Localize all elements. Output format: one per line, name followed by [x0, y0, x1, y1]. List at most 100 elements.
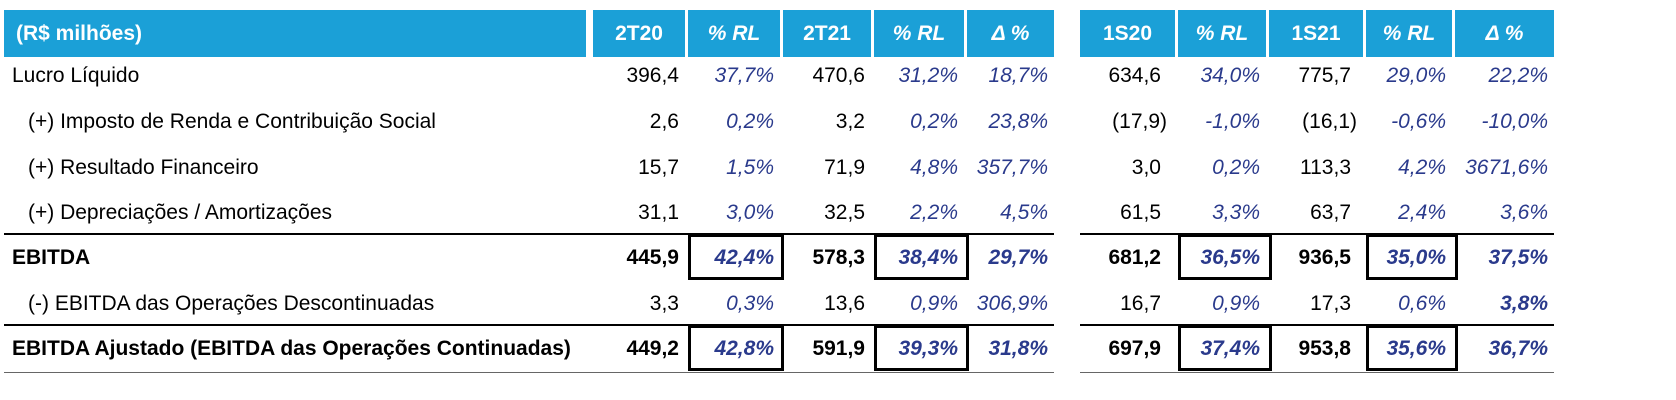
row-label: EBITDA Ajustado (EBITDA das Operações Co…: [12, 337, 571, 360]
highlight-box: [1366, 234, 1458, 280]
value-cell: 775,7: [1298, 64, 1351, 87]
header-col-rl-4: % RL: [1366, 10, 1452, 57]
value-cell: 15,7: [638, 156, 679, 179]
highlight-box: [1366, 325, 1458, 371]
header-col-2t21: 2T21: [783, 10, 871, 57]
header-col-delta-1: Δ %: [967, 10, 1054, 57]
highlight-box: [688, 234, 784, 280]
value-cell: 3,3: [649, 292, 679, 315]
header-col-1s21: 1S21: [1269, 10, 1363, 57]
table-row: (+) Imposto de Renda e Contribuição Soci…: [0, 98, 1676, 146]
percent-cell: -1,0%: [1205, 110, 1260, 133]
value-cell: 681,2: [1108, 246, 1161, 269]
table-bottom-rule: [1080, 372, 1554, 373]
percent-cell: 4,8%: [910, 156, 958, 179]
value-cell: 3,2: [835, 110, 865, 133]
value-cell: 634,6: [1108, 64, 1161, 87]
row-label: EBITDA: [12, 246, 91, 269]
percent-cell: 37,4%: [1200, 337, 1260, 360]
table-row: (+) Resultado Financeiro 15,7 1,5% 71,9 …: [0, 144, 1676, 192]
table-row-ebitda-ajustado: EBITDA Ajustado (EBITDA das Operações Co…: [0, 325, 1676, 373]
percent-cell: 2,4%: [1398, 201, 1446, 224]
row-label: (+) Depreciações / Amortizações: [28, 201, 333, 224]
percent-cell: 31,2%: [898, 64, 958, 87]
percent-cell: 357,7%: [976, 156, 1048, 179]
percent-cell: 2,2%: [910, 201, 958, 224]
percent-cell: 3,3%: [1212, 201, 1260, 224]
value-cell: 470,6: [812, 64, 865, 87]
percent-cell: 1,5%: [726, 156, 774, 179]
percent-cell: 0,3%: [726, 292, 774, 315]
percent-cell: 0,6%: [1398, 292, 1446, 315]
value-cell: 449,2: [626, 337, 679, 360]
row-label: Lucro Líquido: [12, 64, 140, 87]
table-row-ebitda: EBITDA 445,9 42,4% 578,3 38,4% 29,7% 681…: [0, 234, 1676, 282]
highlight-box: [688, 325, 784, 371]
header-col-rl-1: % RL: [688, 10, 780, 57]
percent-cell: 31,8%: [988, 337, 1048, 360]
value-cell: 13,6: [824, 292, 865, 315]
header-col-delta-2: Δ %: [1455, 10, 1554, 57]
value-cell: 16,7: [1120, 292, 1161, 315]
percent-cell: 18,7%: [988, 64, 1048, 87]
percent-cell: 23,8%: [988, 110, 1048, 133]
highlight-box: [1178, 325, 1272, 371]
value-cell: 63,7: [1310, 201, 1351, 224]
value-cell: 2,6: [649, 110, 679, 133]
percent-cell: 35,6%: [1386, 337, 1446, 360]
percent-cell: 29,7%: [988, 246, 1048, 269]
value-cell: 591,9: [812, 337, 865, 360]
percent-cell: 37,5%: [1488, 246, 1548, 269]
percent-cell: 36,7%: [1488, 337, 1548, 360]
percent-cell: 306,9%: [976, 292, 1048, 315]
value-cell: 71,9: [824, 156, 865, 179]
percent-cell: 3671,6%: [1465, 156, 1548, 179]
percent-cell: 29,0%: [1386, 64, 1446, 87]
value-cell: 31,1: [638, 201, 679, 224]
row-label: (-) EBITDA das Operações Descontinuadas: [28, 292, 435, 315]
percent-cell: 4,5%: [1000, 201, 1048, 224]
table-row: (+) Depreciações / Amortizações 31,1 3,0…: [0, 189, 1676, 237]
value-cell: 578,3: [812, 246, 865, 269]
percent-cell: 4,2%: [1398, 156, 1446, 179]
percent-cell: 42,8%: [714, 337, 774, 360]
percent-cell: 0,2%: [1212, 156, 1260, 179]
value-cell: 3,0: [1131, 156, 1161, 179]
row-label: (+) Resultado Financeiro: [28, 156, 259, 179]
percent-cell: 0,2%: [726, 110, 774, 133]
percent-cell: 34,0%: [1200, 64, 1260, 87]
percent-cell: 36,5%: [1200, 246, 1260, 269]
value-cell: 17,3: [1310, 292, 1351, 315]
percent-cell: 0,2%: [910, 110, 958, 133]
value-cell: 445,9: [626, 246, 679, 269]
value-cell: (17,9): [1112, 110, 1167, 133]
value-cell: (16,1): [1302, 110, 1357, 133]
highlight-box: [1178, 234, 1272, 280]
row-divider: [1080, 324, 1554, 326]
value-cell: 697,9: [1108, 337, 1161, 360]
table-row: (-) EBITDA das Operações Descontinuadas …: [0, 280, 1676, 328]
value-cell: 113,3: [1300, 156, 1351, 179]
percent-cell: 22,2%: [1488, 64, 1548, 87]
header-col-1s20: 1S20: [1080, 10, 1175, 57]
row-divider: [1080, 233, 1554, 235]
row-label: (+) Imposto de Renda e Contribuição Soci…: [28, 110, 436, 133]
percent-cell: 3,6%: [1500, 201, 1548, 224]
percent-cell: 35,0%: [1386, 246, 1446, 269]
header-col-rl-3: % RL: [1178, 10, 1266, 57]
percent-cell: -0,6%: [1391, 110, 1446, 133]
percent-cell: -10,0%: [1481, 110, 1548, 133]
percent-cell: 0,9%: [910, 292, 958, 315]
percent-cell: 42,4%: [714, 246, 774, 269]
highlight-box: [874, 325, 969, 371]
value-cell: 396,4: [626, 64, 679, 87]
percent-cell: 3,0%: [726, 201, 774, 224]
percent-cell: 37,7%: [714, 64, 774, 87]
header-unit-label: (R$ milhões): [4, 10, 586, 57]
value-cell: 32,5: [824, 201, 865, 224]
row-divider: [4, 233, 1054, 235]
value-cell: 953,8: [1298, 337, 1351, 360]
value-cell: 61,5: [1120, 201, 1161, 224]
header-col-2t20: 2T20: [593, 10, 685, 57]
